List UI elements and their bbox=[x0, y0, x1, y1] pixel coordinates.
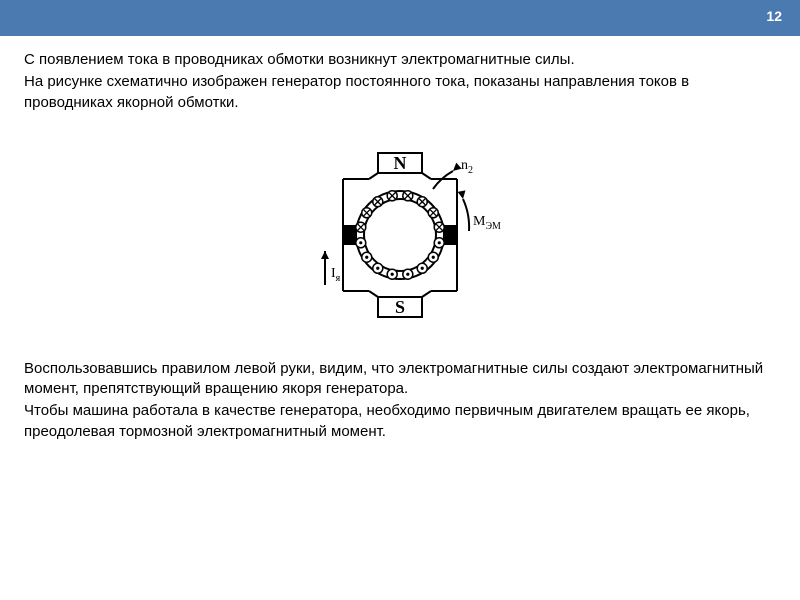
svg-text:S: S bbox=[395, 297, 405, 317]
header-bar: 12 bbox=[0, 0, 800, 36]
svg-text:Iя: Iя bbox=[331, 266, 341, 284]
page-number: 12 bbox=[766, 8, 782, 24]
svg-text:n2: n2 bbox=[461, 158, 473, 176]
paragraph-1: С появлением тока в проводниках обмотки … bbox=[24, 50, 776, 70]
generator-diagram: N Sn2 MЭМ Iя bbox=[285, 135, 515, 325]
paragraph-2: На рисунке схематично изображен генерато… bbox=[24, 72, 776, 113]
svg-text:MЭМ: MЭМ bbox=[473, 214, 501, 232]
paragraph-3: Воспользовавшись правилом левой руки, ви… bbox=[24, 359, 776, 400]
svg-text:N: N bbox=[394, 153, 407, 173]
paragraph-4: Чтобы машина работала в качестве генерат… bbox=[24, 401, 776, 442]
figure-wrap: N Sn2 MЭМ Iя bbox=[24, 135, 776, 325]
content-area: С появлением тока в проводниках обмотки … bbox=[0, 36, 800, 442]
slide: 12 С появлением тока в проводниках обмот… bbox=[0, 0, 800, 600]
